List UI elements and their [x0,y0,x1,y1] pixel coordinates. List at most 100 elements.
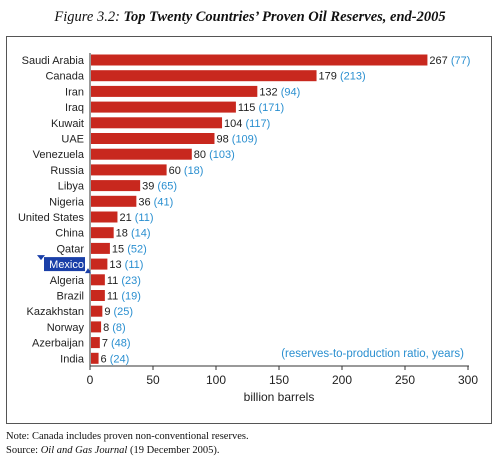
rp-ratio-label: (109) [229,134,258,146]
bar [91,117,223,129]
rp-ratio-label: (213) [337,71,366,83]
x-tick-label: 100 [206,373,226,387]
bar-value-label: 9 (25) [104,306,133,318]
rp-ratio-label: (25) [110,306,133,318]
bar-value: 132 [259,86,277,98]
bar-value: 13 [109,259,121,271]
source-name: Oil and Gas Journal [40,445,128,456]
x-tick-label: 50 [146,373,160,387]
bar-value-label: 36 (41) [138,196,173,208]
bar-value-label: 115 (171) [238,102,284,114]
rp-ratio-label: (117) [242,118,270,130]
bar [91,337,100,349]
bar [91,242,110,254]
source-suffix: (19 December 2005). [127,445,220,456]
bar-value-label: 11 (23) [107,275,141,287]
category-label: Saudi Arabia [22,55,85,67]
category-label: Canada [45,71,84,83]
bar [91,133,215,144]
category-label: Russia [50,165,85,177]
category-label: Norway [47,322,85,334]
bar-value-label: 132 (94) [259,86,300,98]
category-label: Iran [65,86,84,98]
rp-ratio-label: (8) [109,322,126,334]
bar [91,211,118,223]
bar-value-label: 13 (11) [109,259,143,271]
bar-value: 15 [112,243,124,255]
bar-value: 21 [119,212,131,224]
category-label: Nigeria [49,196,85,208]
x-axis-title: billion barrels [244,390,315,404]
bar [91,148,192,160]
bar-value: 6 [101,353,107,365]
figure-title: Figure 3.2: Top Twenty Countries’ Proven… [0,9,500,26]
bar-value-label: 6 (24) [101,353,130,365]
x-tick-label: 300 [458,373,478,387]
bar-value: 80 [194,149,206,161]
bar-value: 36 [138,196,150,208]
bar [91,321,102,333]
bar-value-label: 18 (14) [116,228,151,240]
chart-frame [6,36,492,424]
ratio-annotation: (reserves-to-production ratio, years) [281,348,464,360]
highlight-marker-bottom-icon [85,268,91,274]
bar [91,195,137,207]
rp-ratio-label: (19) [118,291,141,303]
bar-value: 8 [103,322,109,334]
rp-ratio-label: (23) [118,275,141,287]
bar-value-label: 15 (52) [112,243,147,255]
bar-value: 267 [429,55,447,67]
bar-value-label: 7 (48) [102,338,131,350]
category-label: Kazakhstan [27,306,84,318]
category-label: United States [18,212,85,224]
category-label: Brazil [56,291,84,303]
bar-value: 7 [102,338,108,350]
category-label: Venezuela [33,149,85,161]
bar [91,180,141,192]
bar-value-label: 104 (117) [224,118,270,130]
chart-note: Note: Canada includes proven non-convent… [6,431,249,442]
bar [91,290,105,301]
bar-value: 39 [142,181,154,193]
bar [91,164,167,176]
bar [91,274,105,286]
category-label: Kuwait [51,118,84,130]
bar-value-label: 11 (19) [107,291,141,303]
bar [91,70,317,82]
highlight-box [44,257,85,272]
bar [91,227,114,239]
rp-ratio-label: (94) [278,86,301,98]
bar [91,54,428,66]
bar [91,305,103,317]
bar-value: 104 [224,118,242,130]
rp-ratio-label: (14) [128,228,151,240]
bar [91,85,258,97]
x-tick-label: 200 [332,373,352,387]
category-label: Iraq [65,102,84,114]
figure-title-text: Top Twenty Countries’ Proven Oil Reserve… [123,9,446,25]
bar-value: 179 [319,71,337,83]
bar-value-label: 267 (77) [429,55,470,67]
bar-value-label: 60 (18) [169,165,204,177]
bar-value: 9 [104,306,110,318]
bar-value: 11 [107,291,118,303]
category-label: Azerbaijan [32,338,84,350]
bar-value-label: 39 (65) [142,181,177,193]
rp-ratio-label: (171) [255,102,284,114]
rp-ratio-label: (52) [124,243,147,255]
rp-ratio-label: (48) [108,338,131,350]
x-tick-label: 250 [395,373,415,387]
x-tick-label: 150 [269,373,289,387]
bar-value: 60 [169,165,181,177]
category-label: UAE [61,134,84,146]
bar-value-label: 80 (103) [194,149,235,161]
figure-label: Figure 3.2: [54,9,120,25]
category-label: Algeria [50,275,85,287]
rp-ratio-label: (77) [448,55,471,67]
category-label: Qatar [56,243,84,255]
bar-value-label: 21 (11) [119,212,153,224]
bar-value: 98 [216,134,228,146]
rp-ratio-label: (24) [107,353,130,365]
bar-value-label: 8 (8) [103,322,126,334]
